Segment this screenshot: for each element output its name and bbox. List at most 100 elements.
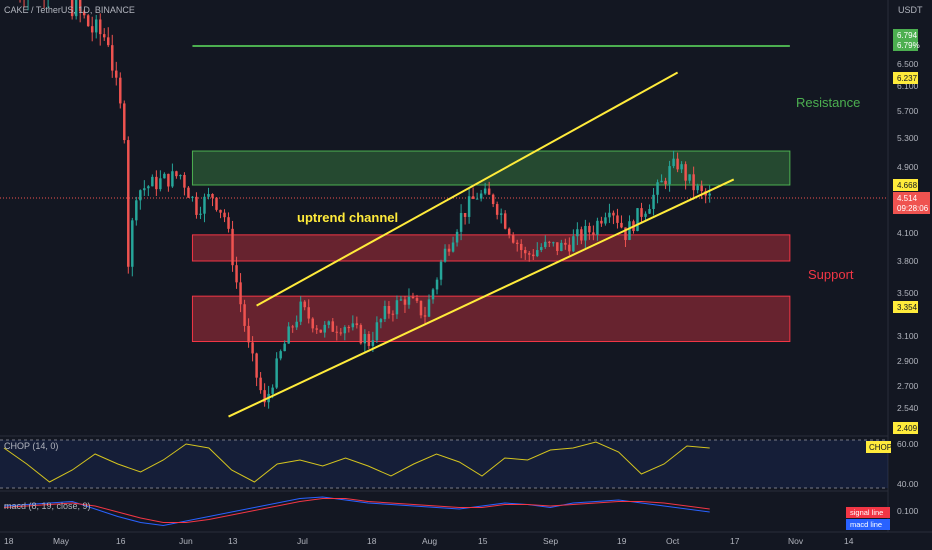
candle-up[interactable] [279,351,282,359]
candle-down[interactable] [548,241,551,243]
candle-up[interactable] [383,306,387,320]
time-axis[interactable]: 18 May 16 Jun 13 Jul 18 Aug 15 Sep 19 Oc… [4,536,854,546]
candle-down[interactable] [339,332,343,334]
candle-down[interactable] [291,326,294,328]
candle-up[interactable] [672,158,675,167]
candle-down[interactable] [307,307,310,319]
candle-down[interactable] [588,225,591,233]
candle-up[interactable] [295,321,298,328]
candle-down[interactable] [195,196,198,215]
candle-down[interactable] [503,213,507,229]
candle-down[interactable] [331,321,335,332]
candle-down[interactable] [580,229,583,241]
price-axis[interactable]: 6.500 6.100 5.700 5.300 4.900 4.100 3.80… [897,59,919,413]
candle-up[interactable] [544,241,547,248]
candle-up[interactable] [299,301,302,322]
candle-up[interactable] [596,220,599,235]
candle-down[interactable] [167,173,170,187]
candle-down[interactable] [519,243,523,251]
candle-down[interactable] [463,212,467,217]
candle-up[interactable] [379,319,383,323]
candle-down[interactable] [532,254,535,257]
candle-up[interactable] [191,196,194,198]
candle-up[interactable] [572,236,575,252]
candle-down[interactable] [107,37,110,46]
candle-down[interactable] [391,313,395,315]
candle-up[interactable] [343,327,347,334]
candle-up[interactable] [435,279,439,290]
candle-down[interactable] [355,323,359,326]
candle-down[interactable] [568,244,571,252]
candle-up[interactable] [363,334,367,344]
candle-up[interactable] [203,196,206,214]
candle-up[interactable] [628,221,631,241]
candle-down[interactable] [556,242,559,251]
candle-down[interactable] [423,315,427,317]
support-zone-upper[interactable] [191,234,791,262]
candle-down[interactable] [676,158,679,170]
candle-up[interactable] [407,296,411,305]
candle-down[interactable] [86,15,90,27]
candle-down[interactable] [215,197,218,210]
candle-down[interactable] [411,296,415,299]
candle-down[interactable] [511,235,515,243]
candle-down[interactable] [90,26,94,33]
candle-up[interactable] [439,261,443,280]
candle-down[interactable] [102,34,106,38]
candle-down[interactable] [251,342,254,354]
candle-up[interactable] [584,225,587,241]
candle-down[interactable] [664,180,667,185]
candle-down[interactable] [247,325,250,343]
candle-down[interactable] [127,140,130,267]
candle-up[interactable] [708,193,711,196]
candle-up[interactable] [483,188,487,194]
chop-line[interactable] [3,441,710,483]
candle-up[interactable] [351,323,355,328]
candle-down[interactable] [523,250,527,254]
candle-up[interactable] [475,198,479,200]
candle-up[interactable] [139,190,142,201]
candle-down[interactable] [315,328,318,330]
candle-up[interactable] [131,220,134,267]
candle-up[interactable] [648,209,651,214]
candle-down[interactable] [620,222,623,228]
candle-up[interactable] [688,174,691,181]
candle-down[interactable] [367,334,371,346]
candle-up[interactable] [371,340,375,346]
candle-down[interactable] [507,228,511,236]
candle-down[interactable] [175,171,178,177]
candle-up[interactable] [552,242,555,244]
candle-down[interactable] [487,188,491,195]
candle-up[interactable] [459,212,463,232]
candle-down[interactable] [624,227,627,241]
candle-down[interactable] [616,215,619,223]
candle-up[interactable] [275,358,278,388]
candle-down[interactable] [359,325,363,344]
candle-up[interactable] [451,242,455,252]
candle-down[interactable] [115,70,118,78]
candle-up[interactable] [287,326,290,344]
candle-down[interactable] [263,390,266,403]
candle-down[interactable] [528,253,531,255]
candle-down[interactable] [239,282,242,305]
candle-up[interactable] [696,185,699,191]
candle-down[interactable] [123,103,126,141]
candle-down[interactable] [612,212,615,216]
signal-line[interactable] [3,498,710,523]
candle-down[interactable] [119,77,122,104]
candle-up[interactable] [147,186,150,189]
candle-up[interactable] [608,212,611,218]
candle-up[interactable] [94,19,98,33]
candle-down[interactable] [419,300,423,316]
candle-up[interactable] [443,248,447,262]
candle-down[interactable] [70,0,74,17]
candle-down[interactable] [471,196,475,199]
candle-up[interactable] [540,247,543,251]
candle-down[interactable] [187,187,190,198]
candle-up[interactable] [74,0,78,17]
candle-up[interactable] [171,171,174,187]
candle-down[interactable] [231,228,234,266]
candle-up[interactable] [135,200,138,221]
candle-up[interactable] [271,387,274,394]
